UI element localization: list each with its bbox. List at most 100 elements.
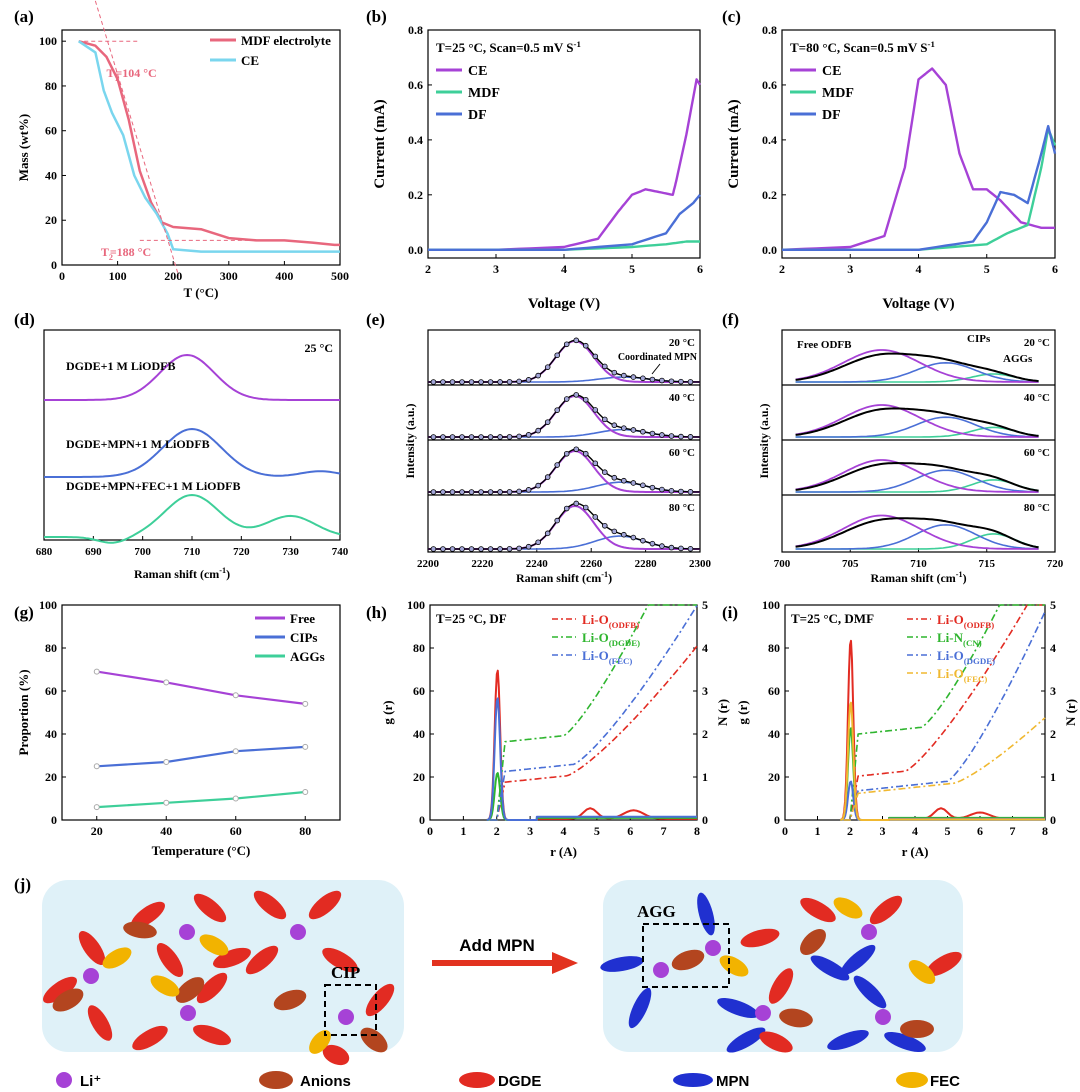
- series-line-mdf: [428, 240, 700, 252]
- tangent-line: [94, 0, 180, 277]
- y-axis-title: Proportion (%): [16, 669, 31, 755]
- legend-label: CE: [241, 53, 259, 68]
- raman-curve-0: [44, 354, 340, 401]
- fit-component-cips: [795, 361, 1039, 383]
- series-line-df: [428, 194, 701, 252]
- data-point: [449, 434, 456, 440]
- x-tick-label: 5: [984, 262, 990, 276]
- dgde-molecule: [193, 893, 227, 923]
- label-end: ): [963, 571, 967, 585]
- fit-component-aggs: [795, 426, 1039, 438]
- data-point: [163, 799, 170, 806]
- data-point: [592, 514, 599, 520]
- dgde-molecule: [253, 890, 287, 920]
- y2-tick-label: 3: [702, 684, 708, 698]
- x-tick-label: 4: [561, 824, 567, 838]
- x-tick-label: 40: [160, 824, 172, 838]
- data-point: [611, 528, 618, 535]
- x-tick-label: 740: [332, 546, 349, 558]
- mpn-molecule: [827, 1030, 869, 1050]
- series-line-cips: [96, 745, 306, 768]
- x-tick-label: 720: [1047, 558, 1064, 570]
- data-point: [601, 469, 608, 475]
- data-point: [459, 434, 465, 440]
- fit-component-coordinated: [428, 428, 701, 438]
- label-sub: (ODFB): [964, 620, 994, 630]
- data-point: [630, 374, 637, 380]
- fec-molecule: [908, 960, 936, 984]
- y2-tick-label: 0: [1050, 813, 1056, 827]
- data-point: [630, 480, 637, 486]
- annotation-arrow: [651, 363, 661, 375]
- fit-envelope: [795, 352, 1039, 383]
- dgde-molecule: [193, 1024, 231, 1046]
- x-tick-label: 2220: [471, 558, 494, 570]
- dgde-molecule: [740, 928, 780, 948]
- data-point: [573, 337, 580, 344]
- y-axis-title: g (r): [380, 700, 395, 724]
- data-point: [506, 489, 513, 495]
- x-tick-label: 705: [842, 558, 859, 570]
- temperature-label: 20 °C: [669, 337, 695, 349]
- coordination-number-line: [490, 645, 698, 821]
- y2-tick-label: 4: [702, 641, 708, 655]
- agg-label: AGG: [637, 902, 676, 921]
- y-tick-label: 80: [768, 641, 780, 655]
- data-point: [302, 789, 309, 796]
- x-tick-label: 6: [1052, 262, 1058, 276]
- data-point: [516, 378, 522, 385]
- data-point: [478, 434, 484, 440]
- data-point: [535, 427, 541, 434]
- y2-tick-label: 5: [1050, 598, 1056, 612]
- x-tick-label: 710: [184, 546, 201, 558]
- x-tick-label: 8: [694, 824, 700, 838]
- coordination-number-line: [843, 717, 1046, 821]
- x-tick-label: 710: [910, 558, 927, 570]
- coordination-number-line: [843, 611, 1046, 821]
- y-tick-label: 40: [768, 727, 780, 741]
- raman-curve-1: [44, 428, 341, 478]
- label-main: Li-O: [582, 612, 609, 627]
- x-axis-title: Temperature (°C): [152, 843, 251, 858]
- data-point: [516, 433, 522, 440]
- data-point: [93, 763, 100, 770]
- x-tick-label: 4: [916, 262, 922, 276]
- data-point: [659, 377, 665, 384]
- curve-label: DGDE+MPN+FEC+1 M LiODFB: [66, 479, 241, 493]
- data-point: [497, 379, 503, 385]
- data-point: [640, 482, 646, 489]
- label-main: Li-O: [582, 630, 609, 645]
- data-point: [659, 543, 665, 549]
- fit-envelope: [428, 448, 700, 493]
- label-sub: (ODFB): [609, 620, 639, 630]
- data-point: [478, 546, 484, 552]
- x-tick-label: 3: [880, 824, 886, 838]
- dgde-molecule: [365, 983, 395, 1017]
- temperature-label: 20 °C: [1024, 337, 1050, 349]
- x-tick-label: 6: [977, 824, 983, 838]
- data-point: [430, 489, 437, 495]
- legend-label: Li-O(DGDE): [937, 648, 995, 666]
- anion-molecule: [900, 1020, 934, 1038]
- label-main: Li-O: [582, 648, 609, 663]
- data-point: [525, 432, 532, 438]
- data-point: [544, 364, 551, 370]
- data-point: [459, 379, 465, 385]
- y-tick-label: 0: [774, 813, 780, 827]
- y2-axis-title: N (r): [715, 699, 730, 726]
- x-axis-title: Raman shift (cm-1): [134, 566, 230, 581]
- data-point: [478, 379, 484, 385]
- data-point: [668, 488, 675, 494]
- temperature-label: 40 °C: [1024, 392, 1050, 404]
- x-tick-label: 2: [847, 824, 853, 838]
- label-sup: -1: [574, 39, 581, 49]
- legend-label: Anions: [300, 1073, 351, 1090]
- annotation-t2: T2: [101, 245, 113, 262]
- li-ion: [83, 968, 99, 984]
- data-point: [302, 700, 309, 707]
- dgde-molecule: [213, 947, 251, 969]
- label-main: T=25 °C, Scan=0.5 mV S: [436, 40, 574, 55]
- series-line-aggs: [96, 790, 306, 809]
- anion-molecule: [52, 988, 84, 1012]
- fit-envelope: [428, 394, 701, 438]
